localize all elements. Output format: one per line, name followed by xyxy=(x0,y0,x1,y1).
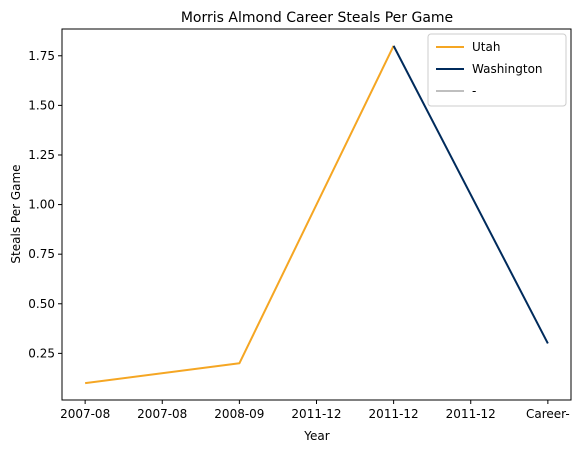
series-line-washington xyxy=(392,45,549,344)
x-tick-label: 2011-12 xyxy=(446,407,496,421)
x-tick-label: 2011-12 xyxy=(369,407,419,421)
plot-area xyxy=(85,45,549,385)
x-axis-label: Year xyxy=(303,429,329,443)
y-tick-label: 0.25 xyxy=(28,346,55,360)
series-line-utah xyxy=(85,45,395,385)
y-tick-label: 1.25 xyxy=(28,148,55,162)
legend: Utah Washington - xyxy=(427,33,567,107)
x-tick-label: 2008-09 xyxy=(214,407,264,421)
legend-box xyxy=(427,33,567,107)
y-tick-label: 1.50 xyxy=(28,98,55,112)
legend-label: Utah xyxy=(472,40,500,54)
y-axis: 0.25 0.50 0.75 1.00 1.25 1.50 1.75 xyxy=(28,49,62,360)
y-tick-label: 1.75 xyxy=(28,49,55,63)
x-axis: 2007-08 2007-08 2008-09 2011-12 2011-12 2011-… xyxy=(60,400,570,421)
y-axis-label: Steals Per Game xyxy=(9,164,23,263)
x-tick-label: 2007-08 xyxy=(60,407,110,421)
y-tick-label: 0.50 xyxy=(28,297,55,311)
x-tick-label: 2011-12 xyxy=(291,407,341,421)
x-tick-label: 2007-08 xyxy=(137,407,187,421)
y-tick-label: 0.75 xyxy=(28,247,55,261)
legend-label: Washington xyxy=(472,62,543,76)
legend-label: - xyxy=(472,84,476,98)
chart-title: Morris Almond Career Steals Per Game xyxy=(181,10,453,26)
y-tick-label: 1.00 xyxy=(28,198,55,212)
x-tick-label: Career- xyxy=(526,407,570,421)
